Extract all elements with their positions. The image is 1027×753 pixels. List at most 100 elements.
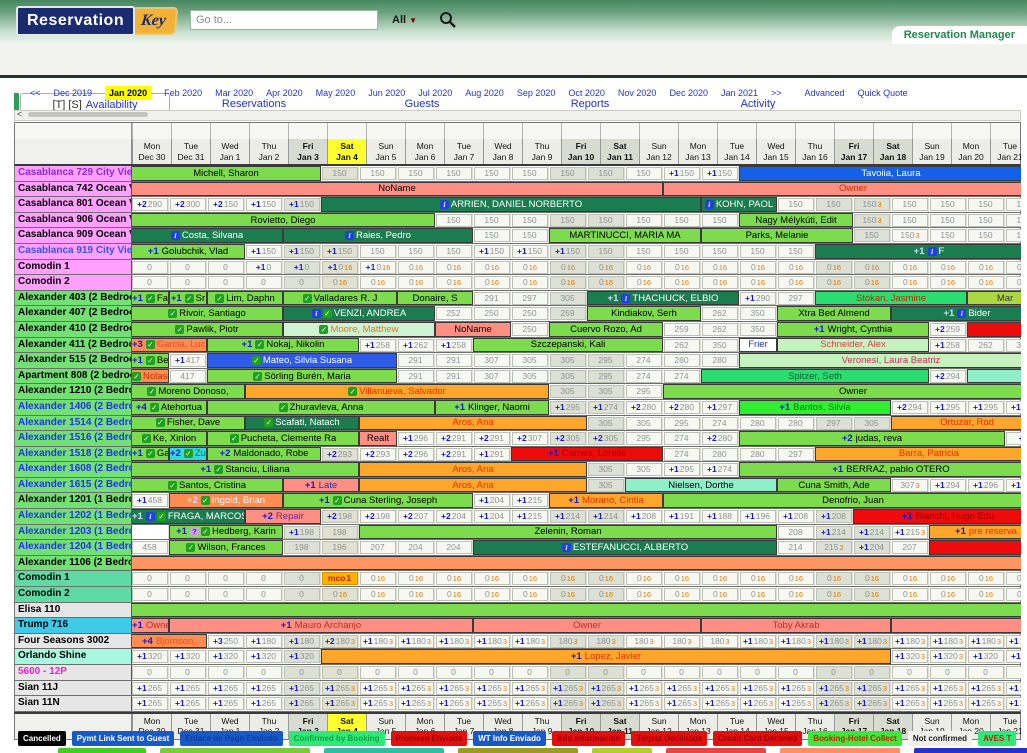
day-cell[interactable]: +1150 [512, 244, 548, 258]
day-cell[interactable]: 016 [930, 260, 966, 274]
day-cell[interactable]: 305 [550, 291, 586, 305]
day-cell[interactable]: 150 [588, 244, 624, 258]
reservation-bar[interactable]: ✓ Mateo, Silvia Susana [207, 353, 397, 368]
day-cell[interactable]: 016 [474, 276, 510, 290]
day-cell[interactable]: 207 [892, 541, 928, 555]
day-cell[interactable]: 305 [512, 354, 548, 368]
day-cell[interactable]: 150 [968, 213, 1004, 227]
day-cell[interactable]: 295 [588, 369, 624, 383]
day-cell[interactable]: 016 [398, 276, 434, 290]
day-cell[interactable]: 016 [588, 588, 624, 602]
day-cell[interactable]: 150 [626, 244, 662, 258]
day-cell[interactable]: +11803 [816, 634, 852, 648]
reservation-bar[interactable]: i Raies, Pedro [283, 228, 473, 243]
day-cell[interactable]: +1417 [170, 354, 206, 368]
day-cell[interactable]: 1803 [664, 634, 700, 648]
month-link-aug-2020[interactable]: Aug 2020 [465, 88, 504, 98]
day-cell[interactable]: 016 [968, 276, 1004, 290]
day-cell[interactable]: 305 [550, 354, 586, 368]
day-cell[interactable]: 150 [626, 167, 662, 180]
day-cell[interactable]: 0 [816, 666, 852, 679]
reservation-bar[interactable]: Cuna Smith, Ade [777, 477, 891, 493]
day-cell[interactable]: 016 [702, 276, 738, 290]
day-cell[interactable]: 016 [664, 260, 700, 274]
day-cell[interactable]: 0 [132, 572, 168, 586]
day-cell[interactable]: 305 [588, 463, 624, 477]
day-cell[interactable]: +2305 [550, 432, 586, 446]
reservation-bar[interactable] [131, 602, 1021, 618]
day-cell[interactable]: 150 [930, 213, 966, 227]
day-cell[interactable]: 297 [778, 447, 814, 461]
day-cell[interactable]: +1320 [132, 650, 168, 664]
reservation-bar[interactable]: +1 Bianchi, Hugo Edu [853, 509, 1021, 524]
day-cell[interactable]: 016 [1006, 588, 1021, 602]
reservation-bar[interactable]: ✓ Valladares R. J [283, 290, 397, 306]
day-cell[interactable]: 250 [512, 307, 548, 321]
day-cell[interactable]: 262 [968, 338, 1004, 352]
day-cell[interactable]: +10 [284, 260, 320, 274]
reservation-bar[interactable]: +1 Wright, Cynthia [777, 321, 929, 337]
day-cell[interactable]: 0 [208, 260, 244, 274]
day-cell[interactable]: +12653 [512, 681, 548, 695]
day-cell[interactable]: 280 [740, 416, 776, 430]
reservation-bar[interactable]: Nielsen, Dorthe [625, 477, 777, 493]
day-cell[interactable]: +11803 [740, 634, 776, 648]
reservation-bar[interactable]: ✓Nolasco, J [131, 368, 169, 384]
day-cell[interactable]: 417 [170, 369, 206, 383]
day-cell[interactable]: 252 [436, 307, 472, 321]
room-label[interactable]: Alexander 1615 (2 Bedroom) [15, 477, 132, 493]
day-cell[interactable]: +1265 [170, 681, 206, 695]
day-cell[interactable]: +1265 [208, 697, 244, 711]
day-cell[interactable]: 0 [132, 666, 168, 679]
day-cell[interactable]: 150 [968, 198, 1004, 212]
day-cell[interactable]: 198 [284, 541, 320, 555]
day-cell[interactable]: +1150 [322, 244, 358, 258]
day-cell[interactable]: 1503 [892, 229, 928, 243]
room-label[interactable]: Casablanca 801 Ocean View [15, 197, 132, 212]
day-cell[interactable]: 150 [1006, 213, 1021, 227]
day-cell[interactable]: 295 [626, 432, 662, 446]
reservation-bar[interactable]: ✓ Ke, Xinlon [131, 431, 207, 446]
day-cell[interactable]: 295 [664, 416, 700, 430]
reservation-bar[interactable]: +1 Golubchik, Vlad [131, 243, 245, 259]
day-cell[interactable]: +2305 [588, 432, 624, 446]
day-cell[interactable]: +1150 [246, 198, 282, 212]
day-cell[interactable]: 305 [550, 385, 586, 399]
day-cell[interactable]: 1803 [702, 634, 738, 648]
day-cell[interactable]: +1296 [968, 478, 1004, 492]
day-cell[interactable]: +2294 [892, 400, 928, 414]
day-cell[interactable]: 016 [360, 276, 396, 290]
day-cell[interactable]: 150 [740, 244, 776, 258]
reservation-bar[interactable]: +1 Late [283, 477, 359, 493]
day-cell[interactable]: +11803 [892, 634, 928, 648]
day-cell[interactable]: 198 [322, 525, 358, 539]
day-cell[interactable]: 0 [246, 276, 282, 290]
room-label[interactable]: Comodin 2 [15, 587, 132, 602]
day-cell[interactable]: +1214 [816, 525, 852, 539]
day-cell[interactable]: 0 [170, 572, 206, 586]
reservation-bar[interactable]: Owner [663, 384, 1021, 399]
advanced-link[interactable]: Advanced [804, 88, 845, 98]
day-cell[interactable]: 280 [702, 447, 738, 461]
day-cell[interactable]: +12653 [664, 697, 700, 711]
day-cell[interactable]: 016 [930, 276, 966, 290]
day-cell[interactable]: +1265 [170, 697, 206, 711]
date-header-cell[interactable]: Wed Jan 8 [483, 139, 522, 164]
scope-select[interactable]: All ▼ [392, 14, 417, 26]
reservation-bar[interactable]: +1 ✓ Cuna Sterling, Joseph [283, 493, 473, 509]
day-cell[interactable]: 150 [436, 213, 472, 227]
day-cell[interactable]: 150 [930, 198, 966, 212]
day-cell[interactable]: +1204 [474, 510, 510, 524]
reservation-bar[interactable]: +1 i Bider [891, 306, 1021, 321]
day-cell[interactable]: +1297 [702, 400, 738, 414]
month-link-jan-2020[interactable]: Jan 2020 [105, 86, 152, 100]
day-cell[interactable]: 305 [588, 478, 624, 492]
reservation-bar[interactable]: i ✓ VENZI, ANDREA [283, 306, 435, 321]
day-cell[interactable]: 262 [702, 307, 738, 321]
day-cell[interactable]: 0 [436, 666, 472, 679]
day-cell[interactable]: +2291 [436, 432, 472, 446]
day-cell[interactable]: 150 [778, 244, 814, 258]
day-cell[interactable]: 1803 [626, 634, 662, 648]
reservation-bar[interactable]: ✓ Pucheta, Clemente Ra [207, 431, 359, 446]
day-cell[interactable]: 291 [436, 354, 472, 368]
